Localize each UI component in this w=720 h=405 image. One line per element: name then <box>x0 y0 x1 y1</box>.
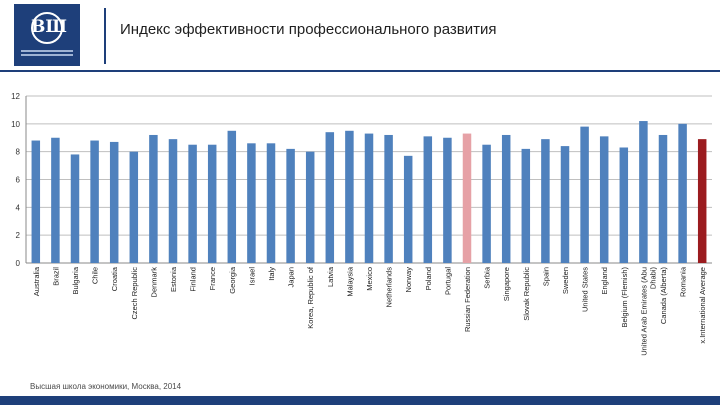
bar <box>423 136 433 263</box>
bar <box>658 134 668 263</box>
x-tick-label: Portugal <box>443 267 452 295</box>
x-tick-label: Belgium (Flemish) <box>620 267 629 328</box>
slide-header: ВШ Индекс эффективности профессиональног… <box>0 0 720 70</box>
bar <box>286 148 295 263</box>
bar <box>364 133 374 263</box>
x-tick-label: x.International Average <box>698 267 707 344</box>
bar <box>149 134 158 263</box>
bar-chart: 0 2 4 6 8 10 12 Australia Brazil Bulgaria Chile Cr… <box>11 92 712 356</box>
bar <box>266 143 276 263</box>
x-tick-label: Brazil <box>51 267 60 286</box>
slide-title: Индекс эффективности профессионального р… <box>120 21 497 38</box>
x-tick-label: Netherlands <box>385 267 394 308</box>
bar <box>188 144 197 263</box>
logo-caption-lines <box>21 50 73 52</box>
bar <box>619 147 629 263</box>
y-tick-label: 6 <box>16 176 21 185</box>
bar <box>129 151 139 263</box>
x-tick-label: Mexico <box>365 267 374 291</box>
x-tick-label: Russian Federation <box>463 267 472 332</box>
bar <box>580 126 589 263</box>
header-rule <box>0 70 720 72</box>
bar <box>443 137 452 263</box>
logo-ring-icon <box>31 12 63 44</box>
x-tick-label: Denmark <box>149 267 158 298</box>
x-axis-labels: Australia Brazil Bulgaria Chile Croatia Czech… <box>32 266 707 356</box>
x-tick-label: Finland <box>189 267 198 292</box>
footer-text: Высшая школа экономики, Москва, 2014 <box>30 382 182 391</box>
x-tick-label: Malaysia <box>345 266 354 296</box>
x-tick-label: United Arab Emirates (AbuDhabi) <box>639 266 657 355</box>
bar <box>31 140 41 263</box>
x-tick-label: Poland <box>424 267 433 290</box>
y-tick-label: 8 <box>16 148 21 157</box>
x-tick-label: Korea, Republic of <box>306 266 315 329</box>
x-tick-label: Slovak Republic <box>522 267 531 321</box>
x-tick-label: Croatia <box>110 266 119 291</box>
bar <box>90 140 99 263</box>
y-tick-label: 12 <box>11 92 20 101</box>
bar <box>482 144 491 263</box>
bar <box>639 121 648 263</box>
bar <box>51 137 60 263</box>
logo-monogram-icon: ВШ <box>31 17 67 37</box>
bar <box>697 139 707 263</box>
bar <box>70 154 80 263</box>
bar <box>168 139 178 263</box>
x-tick-label: Bulgaria <box>71 266 80 294</box>
x-tick-label: Latvia <box>326 266 335 287</box>
x-tick-label: Spain <box>541 267 550 286</box>
bar <box>109 141 119 263</box>
bar <box>678 123 687 263</box>
bar <box>207 144 217 263</box>
x-tick-label: England <box>600 267 609 295</box>
bar <box>247 143 256 263</box>
x-tick-label: Japan <box>287 267 296 287</box>
footer-bar <box>0 396 720 405</box>
x-tick-label: Singapore <box>502 267 511 301</box>
header-divider <box>104 8 106 64</box>
bar <box>501 134 511 263</box>
x-tick-label: United States <box>581 267 590 312</box>
bar <box>345 130 354 263</box>
x-tick-label: Georgia <box>228 266 237 294</box>
x-tick-label: Chile <box>91 267 100 284</box>
hse-logo: ВШ <box>14 4 80 66</box>
y-tick-label: 10 <box>11 120 20 129</box>
bar <box>521 148 531 263</box>
x-tick-label: Israel <box>247 267 256 286</box>
bar <box>384 134 393 263</box>
x-tick-label: Italy <box>267 267 276 281</box>
bar <box>305 151 315 263</box>
bar <box>560 146 570 263</box>
bar <box>541 139 550 263</box>
x-tick-label: Canada (Alberta) <box>659 267 668 325</box>
x-tick-label: Sweden <box>561 267 570 294</box>
bar <box>325 132 335 263</box>
x-tick-label: Serbia <box>483 266 492 289</box>
y-tick-label: 2 <box>16 231 21 240</box>
y-tick-label: 0 <box>16 259 21 268</box>
x-tick-label: Australia <box>32 266 41 296</box>
x-tick-label: Estonia <box>169 266 178 292</box>
x-tick-label: France <box>208 267 217 290</box>
x-tick-label: Czech Republic <box>130 267 139 320</box>
bars <box>31 121 707 263</box>
bar <box>227 130 237 263</box>
x-tick-label: Norway <box>404 267 413 293</box>
bar <box>599 136 609 263</box>
y-tick-label: 4 <box>16 203 21 212</box>
x-tick-label: Romania <box>679 266 688 297</box>
bar <box>403 155 413 263</box>
bar <box>462 133 472 263</box>
